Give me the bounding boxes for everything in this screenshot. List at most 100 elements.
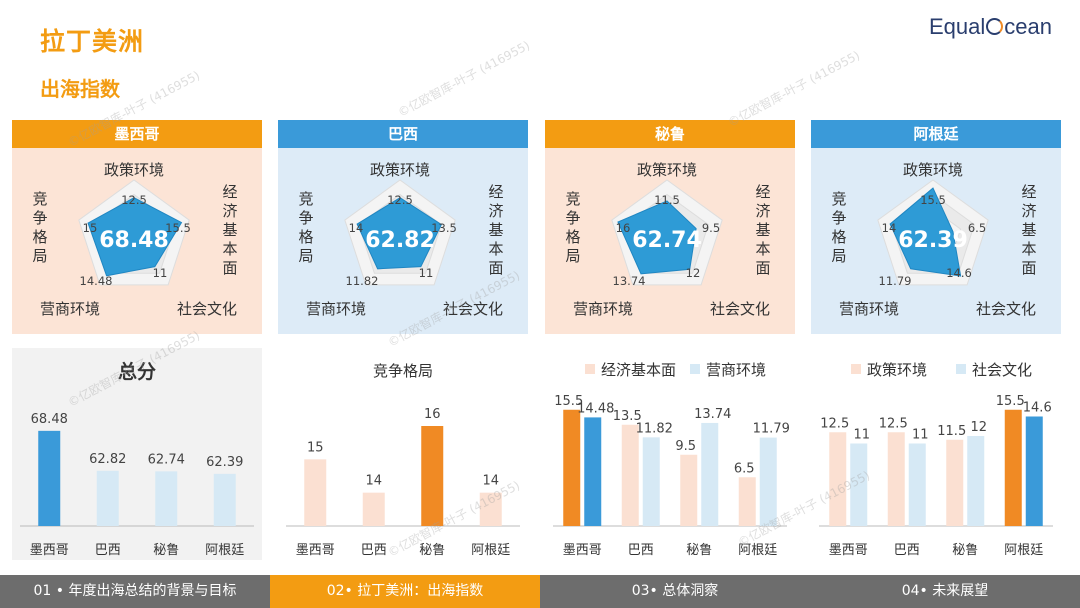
bar-value-label: 14.48 — [577, 401, 614, 416]
bar-category-label: 阿根廷 — [205, 543, 244, 558]
radar-value-label: 6.5 — [968, 221, 986, 235]
legend-label: 政策环境 — [867, 361, 927, 379]
bar-category-label: 秘鲁 — [952, 543, 978, 558]
bar — [967, 436, 985, 526]
bar — [96, 470, 119, 526]
bar — [701, 422, 719, 526]
radar-axis-label-char: 竞 — [565, 190, 580, 208]
radar-value-label: 12.5 — [121, 193, 147, 207]
bar — [362, 492, 385, 526]
radar-axis-label-char: 面 — [222, 259, 237, 277]
radar-axis-label-char: 面 — [1021, 259, 1036, 277]
bar — [759, 437, 777, 526]
radar-axis-label-char: 局 — [32, 247, 47, 265]
radar-value-label: 11.5 — [654, 193, 680, 207]
radar-axis-label-char: 面 — [755, 259, 770, 277]
bar-value-label: 11 — [912, 428, 929, 443]
bar-chart-title: 总分 — [118, 360, 156, 383]
bar-value-label: 14 — [365, 474, 382, 489]
radar-panel-argentina: 阿根廷 62.39 15.5 6.5 14.6 11.79 14 政策环境经济基本面社会文化… — [811, 120, 1061, 334]
radar-value-label: 9.5 — [702, 221, 720, 235]
bar-value-label: 62.82 — [89, 452, 126, 467]
radar-value-label: 15.5 — [920, 193, 946, 207]
bar-chart-economy-business: 墨西哥 巴西 秘鲁 阿根廷 15.5 13.5 9.5 6.5 14.48 11.82 13.74 1… — [553, 361, 790, 558]
radar-value-area — [889, 187, 962, 277]
bar-category-label: 墨西哥 — [563, 543, 602, 558]
bar-value-label: 6.5 — [734, 461, 755, 476]
bar-value-label: 62.39 — [206, 455, 243, 470]
legend-swatch — [851, 364, 861, 374]
radar-panel-header: 墨西哥 — [12, 120, 262, 148]
radar-value-area — [617, 200, 697, 275]
radar-axis-label: 政策环境 — [637, 161, 697, 179]
radar-panel-brazil: 巴西 62.82 12.5 13.5 11 11.82 14 政策环境经济基本面社会文化 营商… — [278, 120, 528, 334]
legend-label: 社会文化 — [972, 361, 1032, 379]
radar-axis-label: 政策环境 — [903, 161, 963, 179]
radar-value-label: 14.6 — [946, 266, 972, 280]
radar-axis-label-char: 争 — [831, 209, 846, 227]
bar-value-label: 12.5 — [820, 416, 849, 431]
footer-tab-insights[interactable]: 03• 总体洞察 — [631, 583, 719, 599]
radar-axis-label-char: 本 — [1021, 240, 1036, 258]
bar-chart-title: 竞争格局 — [373, 362, 433, 380]
radar-axis-label-char: 格 — [565, 228, 580, 246]
logo-o-icon — [986, 18, 1004, 35]
radar-value-label: 13.74 — [613, 274, 646, 288]
bar-panel-competition: 墨西哥 巴西 秘鲁 阿根廷 竞争格局 15 14 16 14 — [278, 348, 528, 560]
radar-axis-label-char: 局 — [298, 247, 313, 265]
bar-category-label: 秘鲁 — [153, 543, 179, 558]
bar-value-label: 11.79 — [753, 422, 790, 437]
bar — [887, 432, 905, 526]
bar-category-label: 巴西 — [95, 543, 121, 558]
radar-panel-header: 秘鲁 — [545, 120, 795, 148]
bar — [642, 437, 660, 526]
bar-panel-policy-culture: 墨西哥 巴西 秘鲁 阿根廷 12.5 12.5 11.5 15.5 11 11 12 14.6 政策环境… — [811, 348, 1061, 560]
bar — [829, 432, 847, 526]
bar — [908, 443, 926, 526]
radar-axis-label-char: 竞 — [831, 190, 846, 208]
bar-category-label: 秘鲁 — [686, 543, 712, 558]
bar — [738, 477, 756, 526]
radar-axis-label-char: 面 — [488, 259, 503, 277]
bar-category-label: 巴西 — [628, 543, 654, 558]
radar-value-label: 14 — [882, 221, 897, 235]
footer-tab-outlook[interactable]: 04• 未来展望 — [901, 583, 989, 599]
bar-category-label: 阿根廷 — [471, 543, 510, 558]
radar-value-label: 15.5 — [165, 221, 191, 235]
radar-value-label: 12.5 — [387, 193, 413, 207]
bar-panel-total: 墨西哥 巴西 秘鲁 阿根廷 总分 68.48 62.82 62.74 62.39 — [12, 348, 262, 560]
radar-axis-label-char: 本 — [222, 240, 237, 258]
page-title: 拉丁美洲 — [40, 27, 145, 56]
radar-total-score: 62.82 — [365, 228, 435, 253]
bar-value-label: 11.5 — [937, 424, 966, 439]
bar-value-label: 15 — [307, 440, 324, 455]
radar-axis-label-char: 竞 — [32, 190, 47, 208]
radar-value-label: 11 — [153, 266, 168, 280]
radar-axis-label-char: 基 — [222, 221, 237, 239]
radar-axis-label-char: 经 — [222, 183, 237, 201]
radar-axis-label-char: 经 — [755, 183, 770, 201]
radar-value-label: 11.79 — [879, 274, 912, 288]
bar — [421, 426, 444, 526]
radar-axis-label-char: 济 — [222, 202, 237, 220]
footer-tab-background[interactable]: 01 • 年度出海总结的背景与目标 — [33, 583, 237, 599]
bar-category-label: 秘鲁 — [419, 543, 445, 558]
radar-axis-label: 社会文化 — [710, 300, 770, 318]
legend-swatch — [585, 364, 595, 374]
bar — [479, 492, 502, 526]
bar-category-label: 墨西哥 — [30, 543, 69, 558]
bar — [304, 459, 327, 526]
footer-tab-latin-america[interactable]: 02• 拉丁美洲：出海指数 — [270, 575, 540, 608]
watermark: ©亿欧智库-叶子 (416955) — [725, 48, 863, 130]
radar-axis-label: 社会文化 — [976, 300, 1036, 318]
radar-axis-label-char: 经 — [488, 183, 503, 201]
radar-value-label: 15 — [83, 221, 98, 235]
radar-value-label: 14.48 — [80, 274, 113, 288]
radar-axis-label-char: 济 — [488, 202, 503, 220]
radar-panel-mexico: 墨西哥 68.48 12.5 15.5 11 14.48 15 政策环境经济基本面社会文化 营… — [12, 120, 262, 334]
watermark: ©亿欧智库-叶子 (416955) — [395, 38, 533, 120]
legend-label: 营商环境 — [706, 361, 766, 379]
radar-value-label: 12 — [686, 266, 701, 280]
